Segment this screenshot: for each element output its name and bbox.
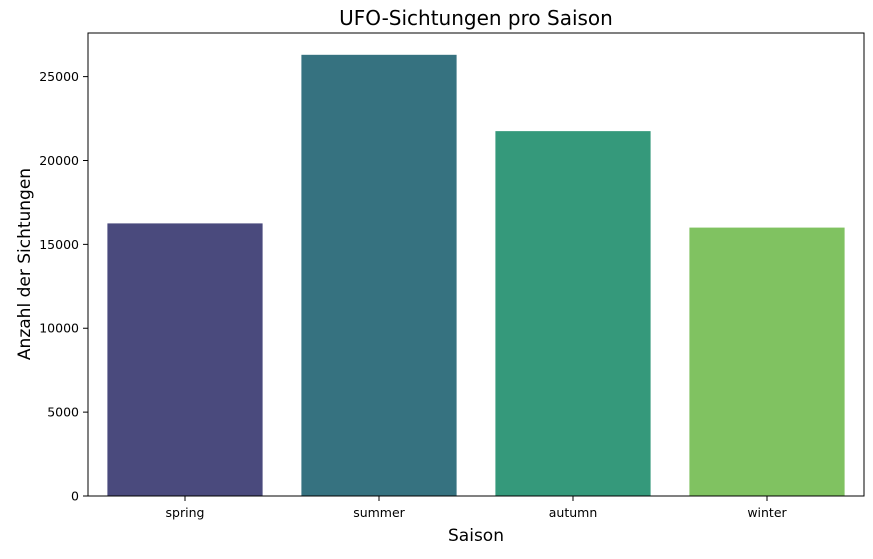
y-axis-label: Anzahl der Sichtungen: [15, 168, 35, 360]
x-tick-label: summer: [353, 505, 405, 520]
plot-frame: [87, 32, 865, 497]
y-tick-label: 25000: [39, 69, 79, 84]
bars-group: [107, 54, 845, 496]
bar-summer: [301, 54, 457, 496]
x-axis: spring summer autumn winter: [166, 496, 788, 520]
x-tick-label: winter: [747, 505, 787, 520]
y-tick-label: 15000: [39, 237, 79, 252]
y-tick-label: 10000: [39, 321, 79, 336]
bar-autumn: [495, 131, 651, 496]
y-tick-label: 5000: [47, 405, 79, 420]
bar-winter: [689, 227, 845, 496]
x-axis-label: Saison: [448, 526, 504, 546]
y-tick-label: 0: [71, 489, 79, 504]
x-tick-label: spring: [166, 505, 205, 520]
x-tick-label: autumn: [549, 505, 598, 520]
y-axis: 0 5000 10000 15000 20000 25000: [39, 69, 88, 504]
bar-spring: [107, 223, 263, 496]
y-tick-label: 20000: [39, 153, 79, 168]
chart-title: UFO-Sichtungen pro Saison: [339, 6, 613, 30]
